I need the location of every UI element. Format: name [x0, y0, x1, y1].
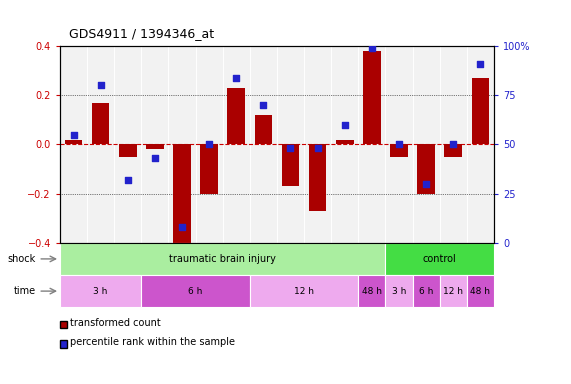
Point [150, 155, 159, 161]
Point [178, 224, 187, 230]
Text: traumatic brain injury: traumatic brain injury [169, 254, 276, 264]
Bar [472, 78, 489, 144]
Bar [309, 144, 327, 211]
Point [232, 74, 241, 81]
Bar [92, 103, 110, 144]
Bar [119, 144, 136, 157]
Bar [385, 243, 494, 275]
Text: transformed count: transformed count [70, 318, 161, 328]
Text: GDS4911 / 1394346_at: GDS4911 / 1394346_at [69, 27, 214, 40]
Point [69, 132, 78, 138]
Bar [444, 144, 462, 157]
Bar [336, 139, 353, 144]
Point [313, 145, 322, 151]
Bar [227, 88, 245, 144]
Bar [255, 115, 272, 144]
Point [476, 61, 485, 67]
Text: 48 h: 48 h [471, 286, 490, 296]
Point [449, 141, 458, 147]
Text: 12 h: 12 h [294, 286, 314, 296]
Text: shock: shock [7, 254, 35, 264]
Point [340, 122, 349, 128]
Bar [412, 275, 440, 307]
Point [204, 141, 214, 147]
Text: 3 h: 3 h [392, 286, 406, 296]
Bar [282, 144, 299, 186]
Bar [385, 275, 413, 307]
Bar [65, 139, 82, 144]
Bar [200, 144, 218, 194]
Text: 12 h: 12 h [443, 286, 463, 296]
Point [367, 45, 376, 51]
Bar [142, 275, 250, 307]
Point [96, 82, 105, 88]
Point [421, 181, 431, 187]
Text: 48 h: 48 h [362, 286, 382, 296]
Bar [467, 275, 494, 307]
Bar [359, 275, 385, 307]
Point [395, 141, 404, 147]
Text: 6 h: 6 h [188, 286, 203, 296]
Bar [390, 144, 408, 157]
Text: percentile rank within the sample: percentile rank within the sample [70, 337, 235, 347]
Text: 3 h: 3 h [94, 286, 108, 296]
Bar [417, 144, 435, 194]
Text: control: control [423, 254, 457, 264]
Bar [60, 243, 385, 275]
Bar [440, 275, 467, 307]
Point [286, 145, 295, 151]
Bar [363, 51, 381, 144]
Point [259, 102, 268, 108]
Text: 6 h: 6 h [419, 286, 433, 296]
Text: time: time [14, 286, 35, 296]
Bar [60, 275, 142, 307]
Bar [146, 144, 164, 149]
Point [123, 177, 132, 183]
Bar [250, 275, 359, 307]
Bar [173, 144, 191, 243]
